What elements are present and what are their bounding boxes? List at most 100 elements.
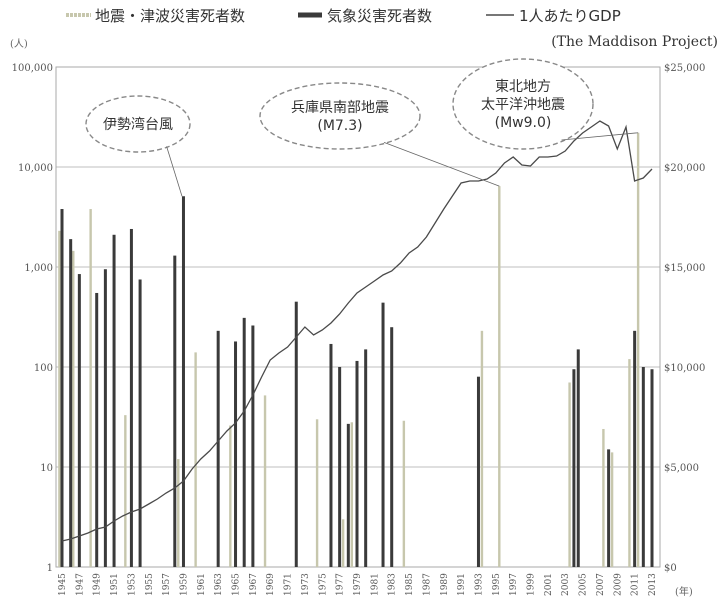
- weather-bar: [216, 330, 220, 567]
- quake-bar: [89, 209, 92, 567]
- quake-bar: [263, 395, 267, 567]
- weather-bar: [60, 209, 64, 567]
- quake-bar: [194, 352, 197, 567]
- weather-bar: [95, 292, 99, 567]
- y2-tick-label: $25,000: [664, 63, 705, 74]
- annotation-text: 兵庫県南部地震: [291, 99, 389, 116]
- quake-bar: [498, 186, 501, 567]
- x-tick-label: 1949: [93, 573, 103, 596]
- x-tick-label: 1965: [232, 573, 242, 596]
- quake-bar: [602, 428, 605, 567]
- weather-bar: [112, 234, 116, 567]
- weather-bar: [329, 343, 333, 567]
- y2-tick-label: $15,000: [664, 263, 705, 274]
- gdp-line-layer: [61, 120, 653, 542]
- x-tick-label: 1959: [179, 573, 189, 596]
- quake-bar: [636, 132, 640, 567]
- x-tick-label: 1961: [197, 573, 207, 596]
- annotation-text: 太平洋沖地震: [481, 97, 565, 113]
- weather-bar: [173, 255, 177, 568]
- x-tick-label: 1951: [110, 573, 120, 596]
- x-tick-label: 2007: [596, 573, 606, 596]
- quake-bar: [610, 452, 614, 567]
- x-axis-ticks: 1945 1947 1949 1951 1953 1955 1957 1959 1961 1963…: [58, 573, 658, 596]
- annotation-leader: [561, 132, 639, 141]
- x-tick-label: 1971: [284, 573, 294, 596]
- weather-bar: [364, 349, 368, 567]
- gdp-line: [61, 120, 653, 542]
- y-tick-label: 1,000: [24, 263, 53, 274]
- x-tick-label: 1979: [353, 573, 363, 596]
- x-tick-label: 1973: [301, 573, 311, 596]
- x-tick-label: 1975: [318, 573, 328, 596]
- y2-tick-label: $10,000: [664, 363, 705, 374]
- y-tick-label: 10,000: [18, 163, 53, 174]
- x-tick-label: 1989: [440, 573, 450, 596]
- legend: 地震・津波災害死者数 気象災害死者数 1人あたりGDP (The Maddiso…: [66, 7, 718, 50]
- quake-bar: [315, 419, 319, 567]
- annotation-leader: [383, 142, 500, 187]
- annotation-leader: [166, 146, 183, 197]
- x-tick-label: 1993: [474, 573, 484, 596]
- y-axis-unit-label: (人): [10, 38, 28, 50]
- x-tick-label: 1963: [214, 573, 224, 596]
- x-tick-label: 2009: [613, 573, 623, 596]
- x-tick-label: 1969: [266, 573, 276, 596]
- right-axis-ticks: $0 $5,000 $10,000 $15,000 $20,000 $25,000: [664, 63, 705, 574]
- x-tick-label: 1997: [509, 573, 519, 596]
- x-tick-label: 1947: [75, 573, 85, 596]
- weather-bar: [381, 302, 385, 567]
- quake-bar: [480, 330, 484, 567]
- legend-weather-label: 気象災害死者数: [327, 7, 432, 25]
- x-tick-label: 1987: [422, 573, 432, 596]
- quake-bar: [58, 230, 61, 567]
- x-tick-label: 1955: [145, 573, 155, 596]
- weather-bar: [576, 349, 580, 567]
- weather-bar: [251, 325, 255, 567]
- quake-bar: [402, 420, 406, 567]
- annotation-text: (M7.3): [317, 118, 362, 134]
- annotation-text: 伊勢湾台風: [103, 116, 173, 133]
- x-tick-label: 2001: [544, 573, 554, 596]
- x-tick-label: 1953: [127, 573, 137, 596]
- quake-bar: [177, 459, 180, 567]
- annotation-callout: [259, 82, 421, 150]
- annotation-text: 東北地方: [495, 79, 551, 95]
- weather-bar: [390, 327, 394, 567]
- x-tick-label: 1995: [492, 573, 502, 596]
- x-tick-label: 1991: [457, 573, 467, 596]
- x-tick-label: 1967: [249, 573, 259, 596]
- annotation-callout: [85, 95, 191, 153]
- x-tick-label: 1945: [58, 573, 68, 596]
- annotation-text: (Mw9.0): [495, 115, 552, 131]
- weather-bar: [346, 423, 350, 567]
- weather-bar: [242, 317, 246, 567]
- weather-bar: [103, 269, 107, 567]
- quake-bar: [628, 359, 631, 567]
- quake-bar: [124, 415, 127, 567]
- weather-bar: [633, 330, 637, 567]
- weather-bar: [476, 376, 480, 567]
- y-tick-label: 100,000: [12, 63, 53, 74]
- bars: [58, 132, 654, 568]
- x-tick-label: 2011: [631, 573, 641, 596]
- weather-bar: [138, 279, 142, 567]
- y-tick-label: 1: [47, 563, 53, 574]
- y2-tick-label: $20,000: [664, 163, 705, 174]
- y-tick-label: 100: [34, 363, 53, 374]
- x-tick-label: 1985: [405, 573, 415, 596]
- weather-bar: [650, 369, 654, 567]
- quake-bar: [229, 425, 232, 567]
- annotation-callout: [452, 58, 594, 150]
- weather-bar: [338, 367, 342, 567]
- legend-quake-label: 地震・津波災害死者数: [95, 7, 245, 25]
- x-tick-label: 2013: [648, 573, 658, 596]
- quake-bar: [568, 382, 571, 567]
- y2-tick-label: $0: [664, 563, 677, 574]
- x-tick-label: 1983: [388, 573, 398, 596]
- quake-bar: [350, 422, 353, 567]
- x-tick-label: 2003: [561, 573, 571, 596]
- x-tick-label: 2005: [579, 573, 589, 596]
- y2-tick-label: $5,000: [664, 463, 699, 474]
- weather-bar: [181, 196, 185, 567]
